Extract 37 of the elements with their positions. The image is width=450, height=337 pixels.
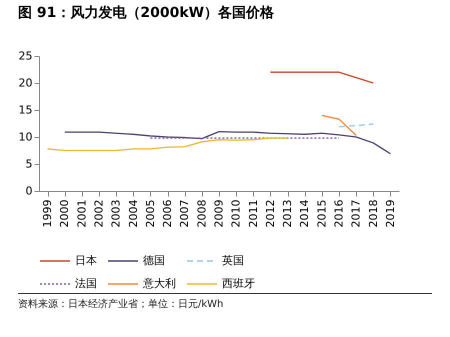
legend-label: 德国	[143, 254, 165, 267]
legend-label: 日本	[75, 254, 97, 267]
legend-label: 法国	[75, 277, 97, 290]
legend-label: 英国	[222, 254, 244, 267]
y-tick-label: 5	[26, 158, 32, 170]
chart-title: 图 91：风力发电（2000kW）各国价格	[18, 5, 276, 21]
x-tick-label: 2007	[178, 200, 192, 228]
x-tick-label: 2000	[58, 200, 72, 228]
x-tick-label: 2003	[110, 200, 123, 228]
x-tick-label: 2010	[230, 200, 243, 228]
x-tick-label: 2012	[264, 200, 277, 228]
x-tick-label: 2002	[92, 200, 106, 228]
line-series	[46, 137, 288, 152]
y-tick-label: 0	[26, 184, 32, 198]
x-tick-label: 2009	[212, 200, 226, 228]
x-tick-label: 2018	[366, 200, 380, 228]
x-tick-label: 2013	[281, 200, 294, 228]
x-tick-label: 2019	[384, 200, 397, 228]
x-tick-label: 2006	[161, 200, 174, 228]
x-tick-label: 2004	[126, 200, 140, 228]
y-tick-label: 10	[18, 130, 32, 144]
x-tick-label: 2005	[144, 200, 157, 228]
y-tick-label: 20	[18, 76, 32, 90]
x-tick-label: 2017	[350, 200, 363, 228]
x-tick-label: 2001	[75, 200, 88, 228]
y-tick-label: 15	[18, 104, 32, 116]
y-tick-label: 25	[18, 50, 32, 62]
legend-label: 西班牙	[222, 277, 255, 290]
text: 资料来源：日本经济产业省；单位：日元/kWh	[18, 293, 432, 311]
x-tick-label: 2008	[195, 200, 208, 228]
x-tick-label: 1999	[41, 200, 54, 228]
line-series	[64, 130, 392, 154]
x-tick-label: 2014	[298, 200, 312, 228]
x-tick-label: 2016	[332, 200, 346, 228]
x-tick-label: 2011	[246, 200, 260, 228]
legend-label: 意大利	[142, 277, 176, 290]
x-tick-label: 2015	[315, 200, 328, 228]
